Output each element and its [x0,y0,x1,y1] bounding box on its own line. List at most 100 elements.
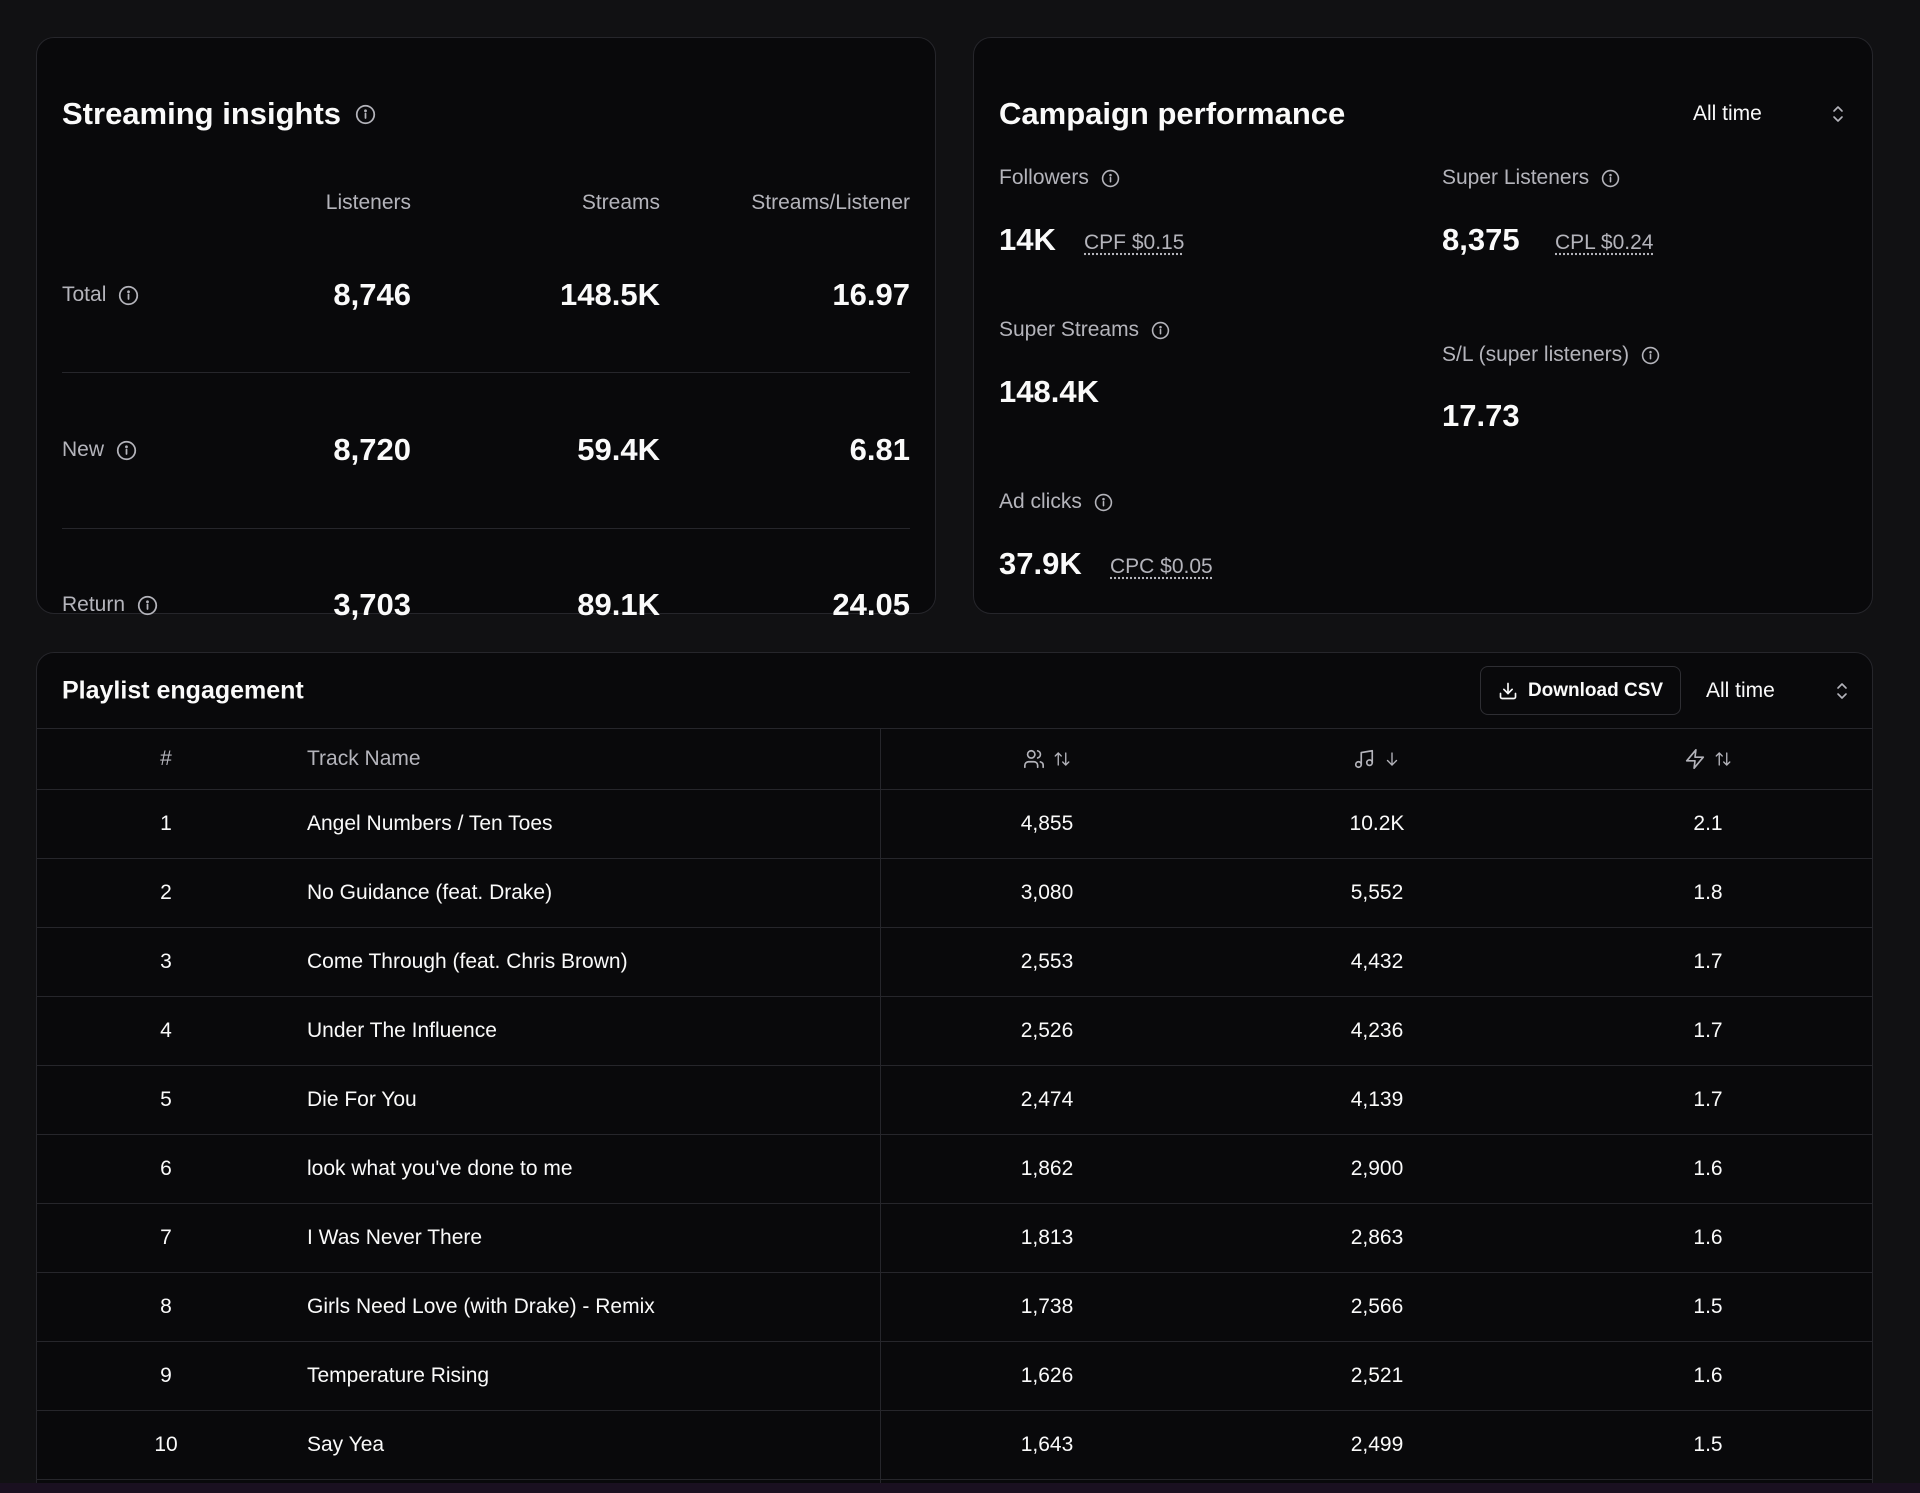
super-listeners-value: 8,375 [1442,222,1520,258]
total-ratio-value: 16.97 [832,277,910,313]
track-streams: 5,552 [1351,881,1404,905]
track-listeners: 1,626 [1021,1364,1074,1388]
super-listener-ratio-label: S/L (super listeners) [1442,343,1660,367]
sort-both-icon[interactable] [1714,750,1732,768]
table-row[interactable]: 10 Say Yea 1,643 2,499 1.5 [37,1411,1872,1480]
track-streams: 4,139 [1351,1088,1404,1112]
info-icon[interactable] [118,285,139,306]
row-label-new: New [62,438,137,462]
track-listeners: 1,813 [1021,1226,1074,1250]
track-table-body: 1 Angel Numbers / Ten Toes 4,855 10.2K 2.1 2 N… [37,790,1872,1480]
table-row[interactable]: 1 Angel Numbers / Ten Toes 4,855 10.2K 2.1 [37,790,1872,859]
table-row[interactable]: 4 Under The Influence 2,526 4,236 1.7 [37,997,1872,1066]
cpc-value[interactable]: CPC $0.05 [1110,555,1213,579]
track-name: I Was Never There [307,1226,482,1250]
campaign-range-select[interactable]: All time [1693,102,1845,126]
super-streams-label-text: Super Streams [999,318,1139,342]
track-ratio: 1.7 [1693,1019,1722,1043]
track-listeners: 2,553 [1021,950,1074,974]
track-streams: 2,499 [1351,1433,1404,1457]
streaming-insights-heading: Streaming insights [62,96,341,132]
track-name: No Guidance (feat. Drake) [307,881,552,905]
column-header-ratio[interactable] [1684,748,1732,770]
table-row[interactable]: 2 No Guidance (feat. Drake) 3,080 5,552 1.8 [37,859,1872,928]
track-streams: 2,863 [1351,1226,1404,1250]
campaign-performance-card: Campaign performance All time Followers … [973,37,1873,614]
track-name: Under The Influence [307,1019,497,1043]
track-index: 9 [160,1364,172,1388]
track-listeners: 1,862 [1021,1157,1074,1181]
playlist-engagement-title: Playlist engagement [62,677,304,706]
table-row[interactable]: 6 look what you've done to me 1,862 2,900 1.… [37,1135,1872,1204]
info-icon[interactable] [116,440,137,461]
info-icon[interactable] [355,104,376,125]
track-name: look what you've done to me [307,1157,573,1181]
track-streams: 4,236 [1351,1019,1404,1043]
users-icon [1023,748,1045,770]
table-row[interactable]: 3 Come Through (feat. Chris Brown) 2,553 4,… [37,928,1872,997]
info-icon[interactable] [137,595,158,616]
track-listeners: 2,526 [1021,1019,1074,1043]
zap-icon [1684,748,1706,770]
track-streams: 2,566 [1351,1295,1404,1319]
super-listener-ratio-label-text: S/L (super listeners) [1442,343,1629,367]
cpl-value[interactable]: CPL $0.24 [1555,231,1653,255]
track-index: 4 [160,1019,172,1043]
track-index: 8 [160,1295,172,1319]
track-listeners: 1,738 [1021,1295,1074,1319]
return-ratio-value: 24.05 [832,587,910,623]
chevron-up-down-icon [1835,681,1849,701]
table-row[interactable]: 5 Die For You 2,474 4,139 1.7 [37,1066,1872,1135]
info-icon[interactable] [1094,493,1113,512]
track-index: 5 [160,1088,172,1112]
streaming-insights-card: Streaming insights Listeners Streams Str… [36,37,936,614]
row-label-text: Total [62,283,106,307]
ad-clicks-label-text: Ad clicks [999,490,1082,514]
super-streams-label: Super Streams [999,318,1170,342]
super-listener-ratio-value: 17.73 [1442,398,1520,434]
sort-both-icon[interactable] [1053,750,1071,768]
table-row[interactable]: 9 Temperature Rising 1,626 2,521 1.6 [37,1342,1872,1411]
playlist-range-value: All time [1706,679,1775,703]
total-listeners-value: 8,746 [333,277,411,313]
column-header-listeners[interactable] [1023,748,1071,770]
column-header-streams[interactable] [1353,748,1401,770]
track-ratio: 1.6 [1693,1226,1722,1250]
bottom-edge-strip [0,1483,1920,1493]
chevron-up-down-icon [1831,104,1845,124]
track-index: 3 [160,950,172,974]
row-label-return: Return [62,593,158,617]
sort-descending-icon[interactable] [1383,750,1401,768]
track-listeners: 4,855 [1021,812,1074,836]
streaming-insights-title: Streaming insights [62,96,376,132]
track-listeners: 2,474 [1021,1088,1074,1112]
track-index: 2 [160,881,172,905]
table-row[interactable]: 7 I Was Never There 1,813 2,863 1.6 [37,1204,1872,1273]
ad-clicks-value: 37.9K [999,546,1082,582]
column-header-track-name: Track Name [307,747,421,771]
track-index: 10 [154,1433,177,1457]
row-label-text: New [62,438,104,462]
super-listeners-label-text: Super Listeners [1442,166,1589,190]
info-icon[interactable] [1151,321,1170,340]
track-ratio: 1.6 [1693,1364,1722,1388]
info-icon[interactable] [1601,169,1620,188]
super-streams-value: 148.4K [999,374,1099,410]
return-streams-value: 89.1K [577,587,660,623]
track-index: 6 [160,1157,172,1181]
row-divider [62,372,910,373]
new-listeners-value: 8,720 [333,432,411,468]
info-icon[interactable] [1641,346,1660,365]
download-csv-button[interactable]: Download CSV [1480,666,1681,715]
playlist-range-select[interactable]: All time [1706,679,1849,703]
info-icon[interactable] [1101,169,1120,188]
row-label-text: Return [62,593,125,617]
ad-clicks-label: Ad clicks [999,490,1113,514]
track-streams: 2,521 [1351,1364,1404,1388]
cpf-value[interactable]: CPF $0.15 [1084,231,1184,255]
table-row[interactable]: 8 Girls Need Love (with Drake) - Remix 1,7… [37,1273,1872,1342]
track-index: 7 [160,1226,172,1250]
track-name: Come Through (feat. Chris Brown) [307,950,628,974]
campaign-range-value: All time [1693,102,1762,126]
track-streams: 2,900 [1351,1157,1404,1181]
